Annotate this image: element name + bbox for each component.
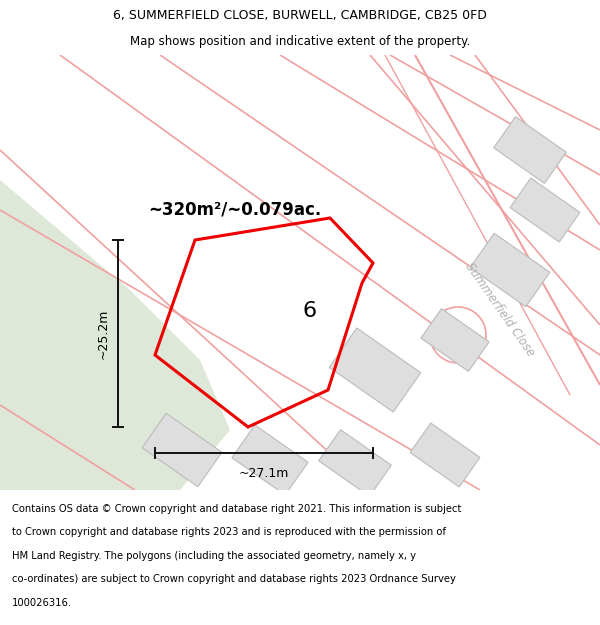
Text: ~320m²/~0.079ac.: ~320m²/~0.079ac. <box>148 201 321 219</box>
Polygon shape <box>510 178 580 242</box>
Text: to Crown copyright and database rights 2023 and is reproduced with the permissio: to Crown copyright and database rights 2… <box>12 527 446 537</box>
Polygon shape <box>494 117 566 183</box>
Polygon shape <box>232 425 308 495</box>
Polygon shape <box>319 429 391 496</box>
Polygon shape <box>421 309 489 371</box>
Text: ~25.2m: ~25.2m <box>97 308 110 359</box>
Polygon shape <box>142 413 222 487</box>
Text: 100026316.: 100026316. <box>12 598 72 608</box>
Polygon shape <box>329 328 421 412</box>
Polygon shape <box>410 423 480 487</box>
Polygon shape <box>0 180 230 490</box>
Polygon shape <box>470 233 550 307</box>
Text: Summerfield Close: Summerfield Close <box>463 261 537 359</box>
Text: 6, SUMMERFIELD CLOSE, BURWELL, CAMBRIDGE, CB25 0FD: 6, SUMMERFIELD CLOSE, BURWELL, CAMBRIDGE… <box>113 9 487 22</box>
Text: HM Land Registry. The polygons (including the associated geometry, namely x, y: HM Land Registry. The polygons (includin… <box>12 551 416 561</box>
Text: Map shows position and indicative extent of the property.: Map shows position and indicative extent… <box>130 35 470 48</box>
Text: 6: 6 <box>302 301 316 321</box>
Text: co-ordinates) are subject to Crown copyright and database rights 2023 Ordnance S: co-ordinates) are subject to Crown copyr… <box>12 574 456 584</box>
Text: Contains OS data © Crown copyright and database right 2021. This information is : Contains OS data © Crown copyright and d… <box>12 504 461 514</box>
Text: ~27.1m: ~27.1m <box>239 467 289 480</box>
